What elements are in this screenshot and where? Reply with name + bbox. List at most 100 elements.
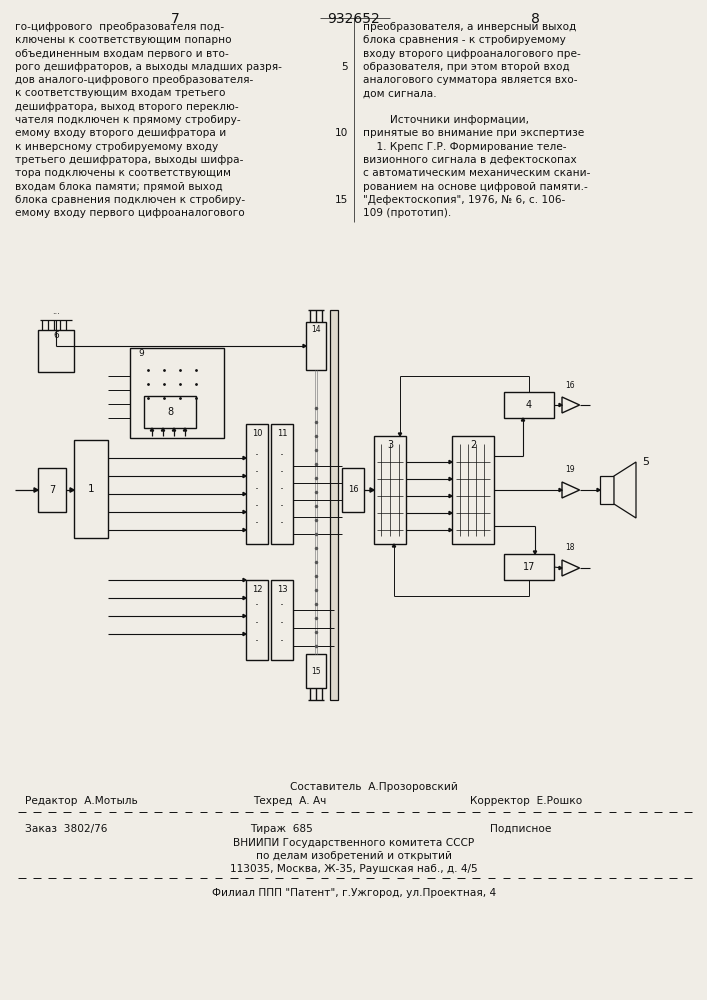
Bar <box>246 580 268 660</box>
Text: 17: 17 <box>522 562 535 572</box>
Polygon shape <box>151 428 153 431</box>
Text: Филиал ППП "Патент", г.Ужгород, ул.Проектная, 4: Филиал ППП "Патент", г.Ужгород, ул.Проек… <box>212 888 496 898</box>
Text: ·: · <box>255 518 259 530</box>
Polygon shape <box>243 510 246 514</box>
Bar <box>271 580 293 660</box>
Polygon shape <box>392 544 396 547</box>
Text: входам блока памяти; прямой выход: входам блока памяти; прямой выход <box>15 182 223 192</box>
Text: блока сравнения подключен к стробиру-: блока сравнения подключен к стробиру- <box>15 195 245 205</box>
Text: 11: 11 <box>276 428 287 438</box>
Text: ·: · <box>280 484 284 496</box>
Polygon shape <box>449 460 452 464</box>
Text: ·: · <box>280 466 284 480</box>
Bar <box>342 468 364 512</box>
Text: дешифратора, выход второго переклю-: дешифратора, выход второго переклю- <box>15 102 239 112</box>
Text: Техред  А. Ач: Техред А. Ач <box>253 796 327 806</box>
Text: 932652: 932652 <box>327 12 380 26</box>
Text: ·: · <box>280 518 284 530</box>
Text: 8: 8 <box>530 12 539 26</box>
Polygon shape <box>70 488 74 492</box>
Polygon shape <box>183 428 187 431</box>
Text: блока сравнения - к стробируемому: блока сравнения - к стробируемому <box>363 35 566 45</box>
Text: Составитель  А.Прозоровский: Составитель А.Прозоровский <box>290 782 458 792</box>
Polygon shape <box>559 403 562 407</box>
Polygon shape <box>559 566 562 570</box>
Bar <box>374 436 406 544</box>
Polygon shape <box>398 433 402 436</box>
Text: к соответствующим входам третьего: к соответствующим входам третьего <box>15 89 226 99</box>
Text: 109 (прототип).: 109 (прототип). <box>363 208 451 218</box>
Text: ·: · <box>280 599 284 612</box>
Text: 10: 10 <box>334 128 348 138</box>
Polygon shape <box>449 494 452 498</box>
Text: го-цифрового  преобразователя под-: го-цифрового преобразователя под- <box>15 22 224 32</box>
Text: 9: 9 <box>138 350 144 359</box>
Text: 2: 2 <box>470 440 476 450</box>
Polygon shape <box>562 560 580 576</box>
Text: рованием на основе цифровой памяти.-: рованием на основе цифровой памяти.- <box>363 182 588 192</box>
Text: 12: 12 <box>252 584 262 593</box>
Text: входу второго цифроаналогового пре-: входу второго цифроаналогового пре- <box>363 49 580 59</box>
Text: ·: · <box>280 500 284 514</box>
Polygon shape <box>449 528 452 532</box>
Polygon shape <box>562 482 580 498</box>
Text: принятые во внимание при экспертизе: принятые во внимание при экспертизе <box>363 128 584 138</box>
Text: 7: 7 <box>170 12 180 26</box>
Text: ·: · <box>280 617 284 631</box>
Bar <box>74 440 108 538</box>
Polygon shape <box>34 488 38 492</box>
Polygon shape <box>243 528 246 532</box>
Text: дом сигнала.: дом сигнала. <box>363 89 437 99</box>
Bar <box>306 654 326 688</box>
Text: 14: 14 <box>311 326 321 334</box>
Text: ·: · <box>255 484 259 496</box>
Polygon shape <box>173 428 175 431</box>
Text: Подписное: Подписное <box>490 824 551 834</box>
Text: ·: · <box>280 636 284 648</box>
Text: 8: 8 <box>167 407 173 417</box>
Text: чателя подключен к прямому стробиру-: чателя подключен к прямому стробиру- <box>15 115 240 125</box>
Bar <box>271 424 293 544</box>
Text: емому входу первого цифроаналогового: емому входу первого цифроаналогового <box>15 208 245 218</box>
Text: 15: 15 <box>311 666 321 676</box>
Polygon shape <box>562 397 580 413</box>
Text: ·: · <box>255 450 259 462</box>
Text: 3: 3 <box>387 440 393 450</box>
Bar <box>38 330 74 372</box>
Text: Тираж  685: Тираж 685 <box>250 824 312 834</box>
Polygon shape <box>533 551 537 554</box>
Text: 1: 1 <box>88 484 94 494</box>
Text: Заказ  3802/76: Заказ 3802/76 <box>25 824 107 834</box>
Bar <box>130 348 224 438</box>
Bar <box>330 310 338 700</box>
Text: к инверсному стробируемому входу: к инверсному стробируемому входу <box>15 142 218 152</box>
Text: 16: 16 <box>348 486 358 494</box>
Text: 18: 18 <box>566 544 575 552</box>
Text: 19: 19 <box>565 466 575 475</box>
Text: 16: 16 <box>565 380 575 389</box>
Text: тора подключены к соответствующим: тора подключены к соответствующим <box>15 168 231 178</box>
Text: образователя, при этом второй вход: образователя, при этом второй вход <box>363 62 570 72</box>
Text: ·: · <box>255 636 259 648</box>
Polygon shape <box>521 418 525 421</box>
Polygon shape <box>449 477 452 481</box>
Text: с автоматическим механическим скани-: с автоматическим механическим скани- <box>363 168 590 178</box>
Text: ...: ... <box>52 307 60 316</box>
Bar <box>504 392 554 418</box>
Text: 10: 10 <box>252 428 262 438</box>
Bar <box>306 322 326 370</box>
Polygon shape <box>243 474 246 478</box>
Polygon shape <box>243 456 246 460</box>
Polygon shape <box>614 462 636 518</box>
Text: ВНИИПИ Государственного комитета СССР: ВНИИПИ Государственного комитета СССР <box>233 838 474 848</box>
Text: объединенным входам первого и вто-: объединенным входам первого и вто- <box>15 49 229 59</box>
Polygon shape <box>243 614 246 618</box>
Text: 5: 5 <box>643 457 650 467</box>
Polygon shape <box>243 632 246 636</box>
Text: визионного сигнала в дефектоскопах: визионного сигнала в дефектоскопах <box>363 155 577 165</box>
Text: ·: · <box>255 466 259 480</box>
Text: дов аналого-цифрового преобразователя-: дов аналого-цифрового преобразователя- <box>15 75 253 85</box>
Polygon shape <box>243 578 246 582</box>
Text: преобразователя, а инверсный выход: преобразователя, а инверсный выход <box>363 22 576 32</box>
Bar <box>600 476 614 504</box>
